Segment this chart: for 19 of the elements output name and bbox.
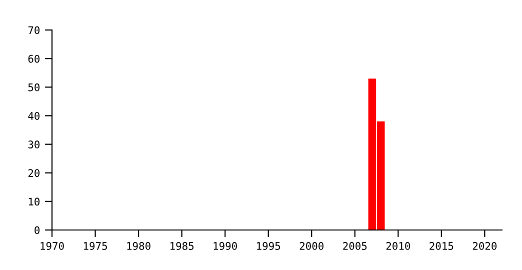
x-tick-label: 2005 <box>343 242 367 250</box>
y-tick-label: 30 <box>28 140 40 148</box>
x-tick-label: 1995 <box>257 242 280 250</box>
y-tick-label: 40 <box>28 112 40 120</box>
x-tick-label: 1975 <box>84 242 107 250</box>
x-tick-label: 1970 <box>40 242 64 250</box>
x-tick-label: 2020 <box>472 242 497 250</box>
x-tick-label: 2010 <box>386 242 410 250</box>
x-tick-label: 1980 <box>127 242 150 250</box>
y-tick-label: 50 <box>28 83 40 92</box>
x-tick-label: 1990 <box>214 242 237 250</box>
y-tick-label: 70 <box>28 26 40 34</box>
x-tick-label: 2000 <box>300 242 324 250</box>
x-tick-label: 1985 <box>170 242 194 250</box>
y-tick-label: 60 <box>28 54 40 63</box>
y-tick-label: 0 <box>34 226 40 234</box>
y-tick-label: 20 <box>28 169 40 177</box>
x-tick-label: 2015 <box>430 242 454 250</box>
y-tick-label: 10 <box>28 198 40 206</box>
